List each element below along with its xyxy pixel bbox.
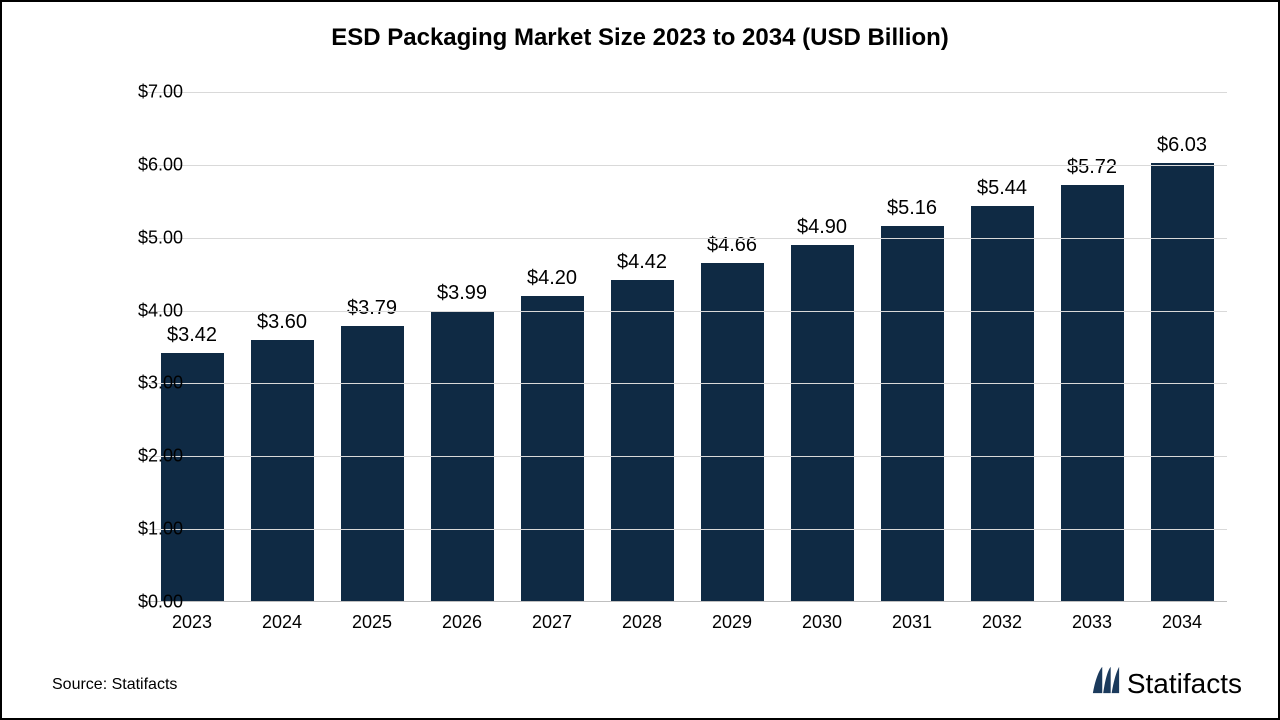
bar-slot: $4.902030 (791, 92, 854, 602)
x-tick-label: 2025 (352, 612, 392, 633)
grid-line (147, 529, 1227, 530)
x-tick-label: 2026 (442, 612, 482, 633)
x-axis-line (147, 601, 1227, 602)
y-tick-label: $2.00 (103, 446, 183, 467)
bar (341, 326, 404, 602)
x-tick-label: 2031 (892, 612, 932, 633)
bar-value-label: $5.16 (887, 197, 937, 220)
grid-line (147, 238, 1227, 239)
bar-slot: $3.992026 (431, 92, 494, 602)
grid-line (147, 165, 1227, 166)
y-tick-label: $7.00 (103, 82, 183, 103)
bar-slot: $5.722033 (1061, 92, 1124, 602)
source-text: Source: Statifacts (52, 676, 177, 694)
x-tick-label: 2028 (622, 612, 662, 633)
brand-icon (1091, 665, 1121, 702)
bar-slot: $6.032034 (1151, 92, 1214, 602)
y-tick-label: $0.00 (103, 592, 183, 613)
bar-slot: $4.662029 (701, 92, 764, 602)
bar-value-label: $3.79 (347, 297, 397, 320)
grid-line (147, 92, 1227, 93)
x-tick-label: 2029 (712, 612, 752, 633)
bar (881, 226, 944, 602)
bar (1151, 163, 1214, 602)
bar-slot: $5.442032 (971, 92, 1034, 602)
chart-frame: ESD Packaging Market Size 2023 to 2034 (… (0, 0, 1280, 720)
bar (251, 340, 314, 602)
bar-value-label: $3.60 (257, 311, 307, 334)
bar-value-label: $5.72 (1067, 156, 1117, 179)
bar-slot: $3.792025 (341, 92, 404, 602)
x-tick-label: 2023 (172, 612, 212, 633)
x-tick-label: 2034 (1162, 612, 1202, 633)
bar (611, 280, 674, 602)
bar-slot: $5.162031 (881, 92, 944, 602)
bar-value-label: $5.44 (977, 177, 1027, 200)
bar-value-label: $4.20 (527, 267, 577, 290)
x-tick-label: 2024 (262, 612, 302, 633)
bar (971, 206, 1034, 602)
bar-value-label: $3.99 (437, 282, 487, 305)
brand-text: Statifacts (1127, 668, 1242, 700)
bar (1061, 185, 1124, 602)
y-tick-label: $1.00 (103, 519, 183, 540)
y-tick-label: $4.00 (103, 300, 183, 321)
brand-logo: Statifacts (1091, 665, 1242, 702)
bar (521, 296, 584, 602)
y-tick-label: $6.00 (103, 154, 183, 175)
bar-value-label: $6.03 (1157, 134, 1207, 157)
bar-value-label: $4.42 (617, 251, 667, 274)
y-tick-label: $3.00 (103, 373, 183, 394)
grid-line (147, 383, 1227, 384)
bar (791, 245, 854, 602)
bar-value-label: $4.90 (797, 216, 847, 239)
x-tick-label: 2030 (802, 612, 842, 633)
bar-slot: $3.602024 (251, 92, 314, 602)
bar-slot: $4.202027 (521, 92, 584, 602)
x-tick-label: 2033 (1072, 612, 1112, 633)
plot-area: $3.422023$3.602024$3.792025$3.992026$4.2… (147, 92, 1227, 602)
bar-slot: $4.422028 (611, 92, 674, 602)
x-tick-label: 2027 (532, 612, 572, 633)
grid-line (147, 311, 1227, 312)
bar-value-label: $3.42 (167, 324, 217, 347)
x-tick-label: 2032 (982, 612, 1022, 633)
y-tick-label: $5.00 (103, 227, 183, 248)
chart-title: ESD Packaging Market Size 2023 to 2034 (… (2, 24, 1278, 52)
bar (701, 263, 764, 603)
bars-container: $3.422023$3.602024$3.792025$3.992026$4.2… (147, 92, 1227, 602)
grid-line (147, 456, 1227, 457)
